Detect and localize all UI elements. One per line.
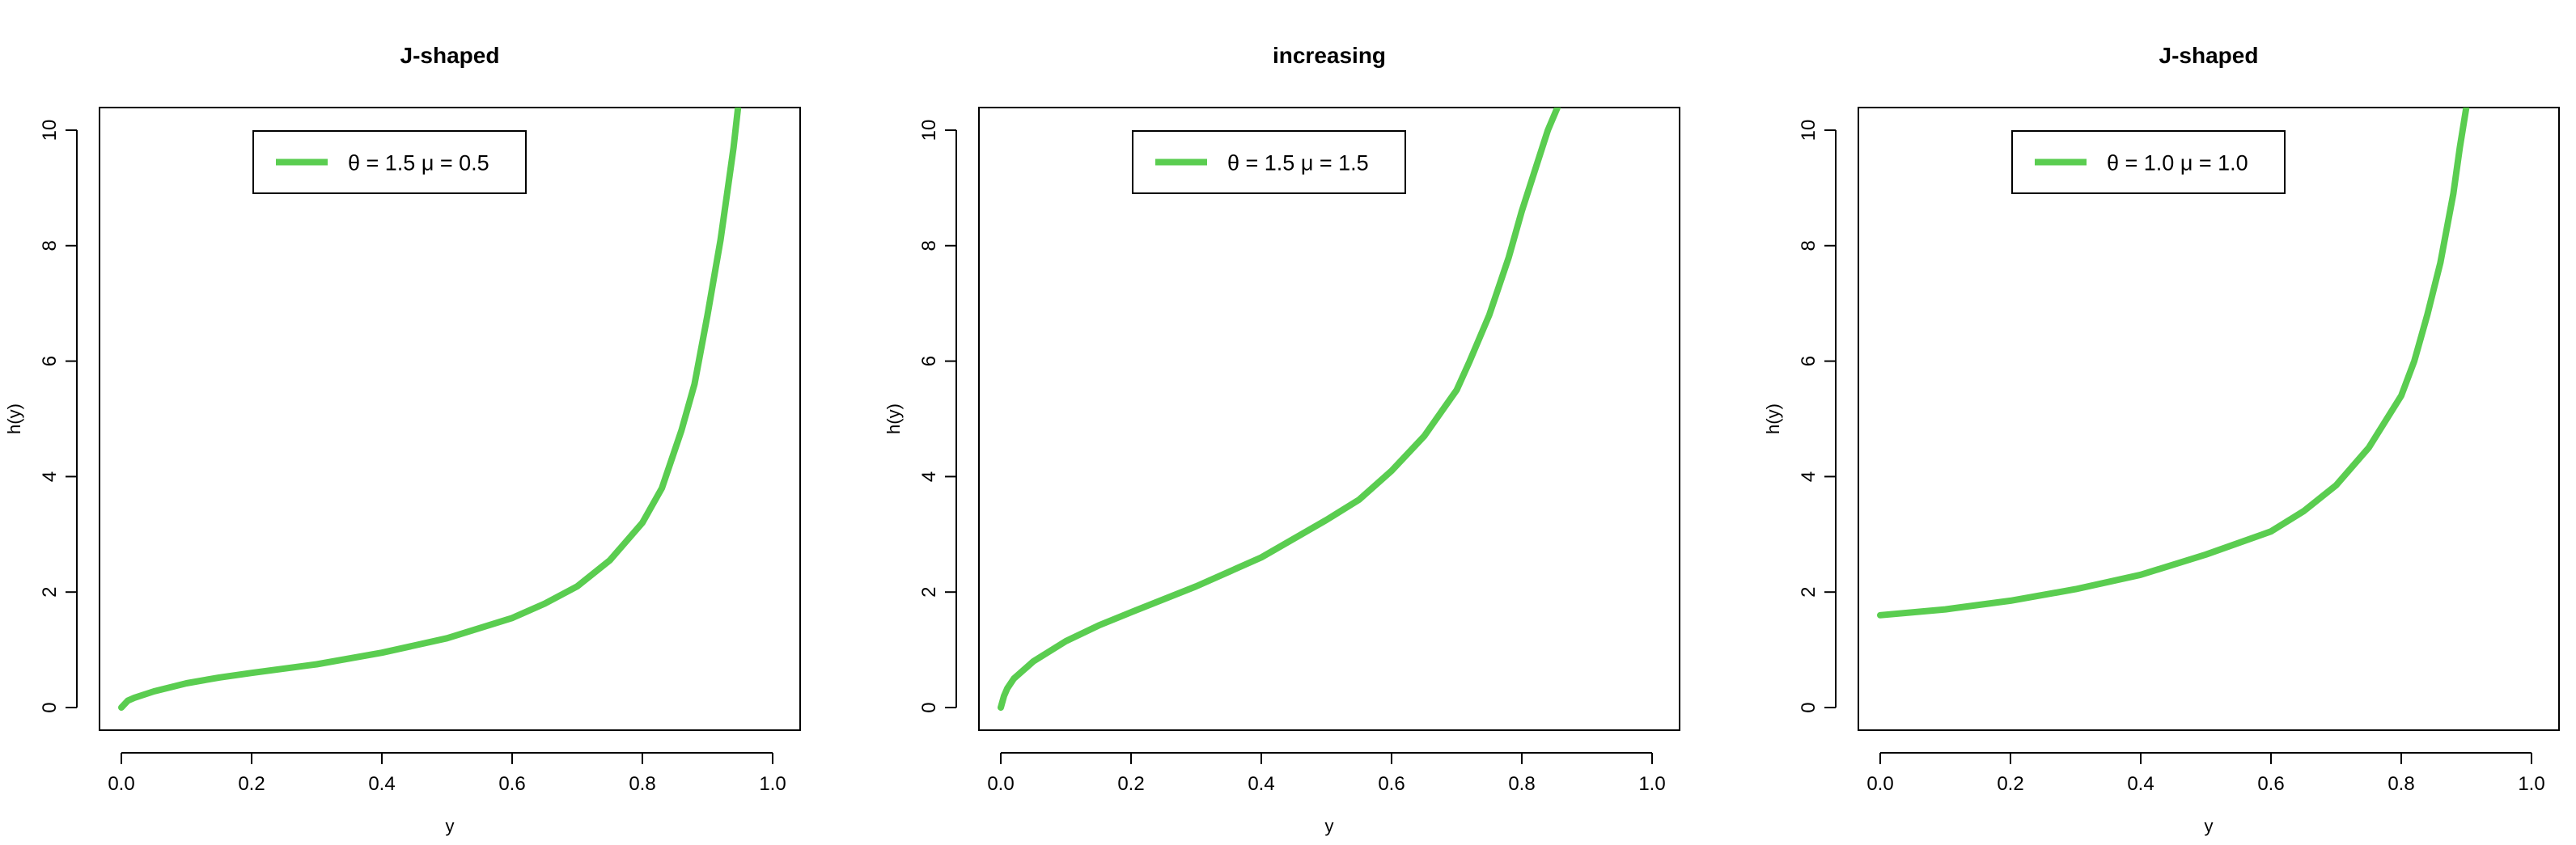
plot-frame bbox=[1858, 107, 2560, 731]
y-tick-label: 10 bbox=[39, 120, 61, 142]
plot-frame bbox=[99, 107, 801, 731]
legend: θ = 1.0 μ = 1.0 bbox=[2011, 130, 2286, 194]
series-line bbox=[118, 108, 742, 711]
x-tick-label: 0.6 bbox=[498, 773, 525, 795]
x-tick-label: 1.0 bbox=[2518, 773, 2544, 795]
x-axis: 0.0 0.2 0.4 0.6 0.8 1.0 bbox=[1866, 752, 2545, 795]
x-tick-label: 0.6 bbox=[2257, 773, 2284, 795]
x-tick-label: 0.0 bbox=[987, 773, 1014, 795]
y-tick-label: 0 bbox=[39, 702, 61, 712]
panel-increasing: increasing y h(y) 0.0 0.2 0.4 0.6 0.8 1.0 0 2 4… bbox=[883, 43, 1680, 836]
x-axis-label: y bbox=[2205, 816, 2214, 836]
y-tick-label: 2 bbox=[918, 587, 940, 598]
x-axis: 0.0 0.2 0.4 0.6 0.8 1.0 bbox=[987, 752, 1666, 795]
y-axis-label: h(y) bbox=[1763, 403, 1783, 434]
x-tick-label: 0.4 bbox=[368, 773, 395, 795]
x-axis-label: y bbox=[446, 816, 455, 836]
y-tick-label: 8 bbox=[918, 240, 940, 251]
y-axis: 0 2 4 6 8 10 bbox=[39, 120, 78, 713]
y-tick-label: 4 bbox=[1798, 471, 1820, 482]
legend-label: θ = 1.0 μ = 1.0 bbox=[2107, 151, 2248, 175]
chart-title: J-shaped bbox=[400, 43, 500, 68]
x-axis: 0.0 0.2 0.4 0.6 0.8 1.0 bbox=[108, 752, 786, 795]
y-tick-label: 2 bbox=[39, 587, 61, 598]
y-tick-label: 6 bbox=[1798, 356, 1820, 366]
panel-j-shaped-2: J-shaped y h(y) 0.0 0.2 0.4 0.6 0.8 1.0 0 2 4 6 8… bbox=[1763, 43, 2560, 836]
legend-label: θ = 1.5 μ = 0.5 bbox=[348, 151, 489, 175]
y-tick-label: 10 bbox=[918, 120, 940, 142]
y-tick-label: 4 bbox=[39, 471, 61, 482]
series-line bbox=[1877, 108, 2470, 619]
chart-title: increasing bbox=[1273, 43, 1386, 68]
x-tick-label: 0.6 bbox=[1378, 773, 1405, 795]
y-tick-label: 0 bbox=[918, 702, 940, 712]
x-tick-label: 0.4 bbox=[1248, 773, 1274, 795]
x-tick-label: 1.0 bbox=[1638, 773, 1665, 795]
y-tick-label: 10 bbox=[1798, 120, 1820, 142]
x-tick-label: 0.2 bbox=[1117, 773, 1144, 795]
x-tick-label: 0.4 bbox=[2127, 773, 2154, 795]
x-tick-label: 0.8 bbox=[629, 773, 655, 795]
y-tick-label: 4 bbox=[918, 471, 940, 482]
y-axis-label: h(y) bbox=[883, 403, 904, 434]
y-tick-label: 0 bbox=[1798, 702, 1820, 712]
x-tick-label: 0.0 bbox=[108, 773, 134, 795]
legend-box bbox=[2011, 130, 2286, 194]
x-tick-label: 0.2 bbox=[238, 773, 265, 795]
series-line bbox=[998, 108, 1561, 711]
chart-title: J-shaped bbox=[2159, 43, 2259, 68]
legend: θ = 1.5 μ = 1.5 bbox=[1132, 130, 1406, 194]
plot-frame bbox=[978, 107, 1680, 731]
x-tick-label: 0.8 bbox=[1508, 773, 1535, 795]
x-axis-label: y bbox=[1325, 816, 1334, 836]
legend-box bbox=[252, 130, 527, 194]
y-tick-label: 2 bbox=[1798, 587, 1820, 598]
y-tick-label: 8 bbox=[1798, 240, 1820, 251]
x-tick-label: 0.0 bbox=[1866, 773, 1893, 795]
x-tick-label: 1.0 bbox=[759, 773, 786, 795]
legend: θ = 1.5 μ = 0.5 bbox=[252, 130, 527, 194]
panel-j-shaped-1: J-shaped y h(y) 0.0 0.2 0.4 0.6 0.8 1.0 0 2 4 6 8… bbox=[4, 43, 801, 836]
y-axis-label: h(y) bbox=[4, 403, 24, 434]
x-tick-label: 0.2 bbox=[1997, 773, 2023, 795]
y-tick-label: 6 bbox=[39, 356, 61, 366]
x-tick-label: 0.8 bbox=[2387, 773, 2414, 795]
y-axis: 0 2 4 6 8 10 bbox=[1798, 120, 1837, 713]
legend-box bbox=[1132, 130, 1406, 194]
legend-label: θ = 1.5 μ = 1.5 bbox=[1227, 151, 1369, 175]
y-axis: 0 2 4 6 8 10 bbox=[918, 120, 957, 713]
y-tick-label: 8 bbox=[39, 240, 61, 251]
y-tick-label: 6 bbox=[918, 356, 940, 366]
